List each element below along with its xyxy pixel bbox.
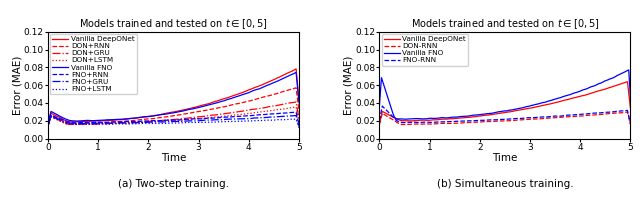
Text: (b) Simultaneous training.: (b) Simultaneous training. bbox=[436, 179, 573, 189]
Y-axis label: Error (MAE): Error (MAE) bbox=[344, 55, 354, 115]
Title: Models trained and tested on $t \in [0, 5]$: Models trained and tested on $t \in [0, … bbox=[411, 18, 599, 31]
Legend: Vanilla DeepONet, DON+RNN, DON+GRU, DON+LSTM, Vanilla FNO, FNO+RNN, FNO+GRU, FNO: Vanilla DeepONet, DON+RNN, DON+GRU, DON+… bbox=[50, 34, 137, 94]
Text: (a) Two-step training.: (a) Two-step training. bbox=[118, 179, 229, 189]
Title: Models trained and tested on $t \in [0, 5]$: Models trained and tested on $t \in [0, … bbox=[79, 18, 268, 31]
Legend: Vanilla DeepONet, DON-RNN, Vanilla FNO, FNO-RNN: Vanilla DeepONet, DON-RNN, Vanilla FNO, … bbox=[381, 34, 468, 66]
X-axis label: Time: Time bbox=[492, 153, 518, 163]
X-axis label: Time: Time bbox=[161, 153, 186, 163]
Y-axis label: Error (MAE): Error (MAE) bbox=[12, 55, 22, 115]
